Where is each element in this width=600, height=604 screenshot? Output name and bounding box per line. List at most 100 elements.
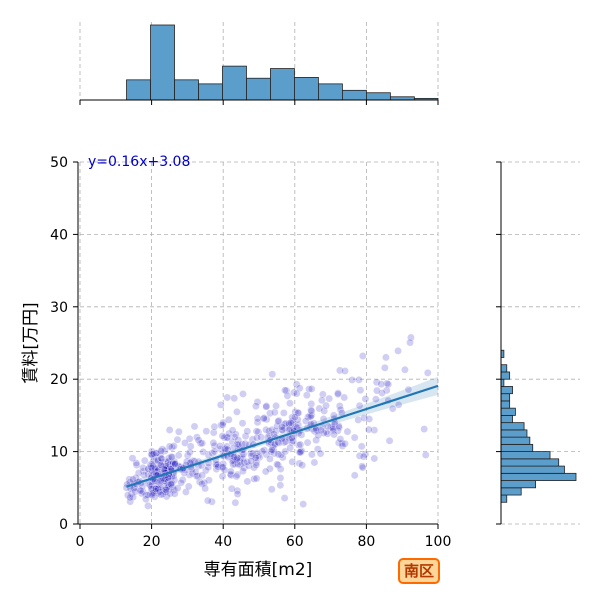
y-hist-bar bbox=[500, 422, 525, 431]
scatter-point bbox=[136, 486, 145, 495]
scatter-point bbox=[261, 467, 270, 476]
scatter-point bbox=[315, 404, 324, 413]
scatter-point bbox=[128, 454, 137, 463]
scatter-point bbox=[194, 436, 203, 445]
scatter-point bbox=[161, 488, 170, 497]
x-hist-bar bbox=[365, 92, 391, 101]
scatter-point bbox=[296, 448, 305, 456]
regression-line bbox=[126, 384, 439, 488]
scatter-point bbox=[365, 415, 374, 423]
scatter-point bbox=[181, 439, 189, 447]
scatter-point bbox=[166, 480, 175, 488]
x-hist-bar bbox=[270, 68, 295, 101]
y-hist-bar bbox=[500, 386, 513, 395]
x-tick-label: 80 bbox=[357, 534, 375, 550]
scatter-point bbox=[423, 368, 432, 377]
scatter-point bbox=[279, 409, 288, 417]
scatter-point bbox=[355, 452, 364, 460]
scatter-point bbox=[148, 491, 157, 499]
scatter-point bbox=[334, 390, 342, 399]
scatter-point bbox=[170, 442, 178, 450]
scatter-point bbox=[250, 463, 258, 472]
scatter-point bbox=[372, 395, 380, 404]
x-hist-bar bbox=[294, 77, 319, 101]
scatter-point bbox=[134, 469, 143, 477]
x-tick-label: 60 bbox=[286, 534, 304, 550]
scatter-point bbox=[252, 402, 260, 410]
scatter-point bbox=[226, 470, 235, 479]
scatter-point bbox=[322, 401, 330, 410]
scatter-point bbox=[308, 450, 316, 459]
scatter-point bbox=[165, 442, 174, 451]
scatter-point bbox=[198, 480, 206, 488]
scatter-point bbox=[228, 426, 237, 435]
scatter-point bbox=[343, 427, 352, 436]
scatter-point bbox=[151, 485, 160, 493]
y-hist-bar bbox=[500, 364, 508, 373]
scatter-point bbox=[292, 389, 301, 398]
scatter-point bbox=[274, 450, 283, 459]
scatter-point bbox=[239, 450, 248, 459]
scatter-point bbox=[239, 467, 247, 476]
x-hist-bar bbox=[150, 24, 175, 101]
x-hist-bar bbox=[198, 83, 223, 101]
scatter-point bbox=[288, 458, 297, 466]
y-hist-bar bbox=[500, 371, 511, 380]
y-tick-label: 30 bbox=[50, 300, 68, 316]
scatter-point bbox=[231, 430, 240, 439]
scatter-point bbox=[361, 395, 370, 403]
scatter-point bbox=[299, 500, 308, 508]
x-hist-bar bbox=[174, 79, 199, 101]
scatter-point bbox=[388, 404, 397, 413]
scatter-point bbox=[233, 490, 242, 498]
scatter-point bbox=[230, 394, 239, 403]
x-hist-bar bbox=[342, 89, 367, 101]
scatter-point bbox=[216, 401, 225, 409]
scatter-point bbox=[209, 428, 218, 437]
scatter-point bbox=[266, 409, 274, 418]
scatter-point bbox=[205, 476, 213, 485]
district-badge: 南区 bbox=[398, 558, 440, 584]
scatter-point bbox=[370, 426, 379, 434]
x-hist-bar bbox=[126, 79, 151, 101]
scatter-point bbox=[167, 452, 176, 461]
scatter-point bbox=[336, 435, 345, 443]
scatter-point bbox=[233, 460, 242, 469]
scatter-point bbox=[165, 426, 174, 434]
scatter-point bbox=[222, 442, 231, 451]
labels: y=0.16x+3.08 専有面積[m2] 賃料[万円] bbox=[21, 154, 312, 580]
y-hist-bar bbox=[500, 480, 537, 489]
y-hist-bar bbox=[500, 494, 508, 503]
x-hist-bar bbox=[318, 83, 343, 101]
scatter-point bbox=[290, 413, 299, 422]
scatter-point bbox=[238, 419, 247, 428]
scatter-point bbox=[161, 485, 170, 494]
scatter-point bbox=[340, 393, 349, 402]
y-hist-bar bbox=[500, 451, 551, 460]
scatter-point bbox=[220, 466, 229, 474]
scatter-point bbox=[257, 433, 265, 442]
y-tick-label: 0 bbox=[59, 517, 68, 533]
scatter-point bbox=[185, 448, 194, 457]
y-hist-bar bbox=[500, 443, 534, 452]
scatter-point bbox=[355, 401, 364, 410]
scatter-point bbox=[276, 474, 285, 482]
scatter-point bbox=[250, 475, 258, 483]
x-tick-label: 40 bbox=[214, 534, 232, 550]
scatter-point bbox=[338, 442, 347, 450]
scatter-point bbox=[406, 338, 414, 347]
x-hist-bar bbox=[246, 77, 271, 101]
scatter-point bbox=[356, 386, 365, 395]
y-hist-bar bbox=[500, 487, 522, 496]
scatter-point bbox=[253, 414, 262, 423]
scatter-point bbox=[280, 494, 289, 502]
scatter-point bbox=[317, 426, 325, 435]
scatter-point bbox=[149, 461, 157, 470]
y-hist-bar bbox=[500, 400, 511, 409]
scatter-point bbox=[318, 396, 326, 405]
scatter-point bbox=[274, 461, 283, 469]
scatter-point bbox=[348, 376, 356, 384]
y-tick-label: 50 bbox=[50, 155, 68, 171]
regression-equation: y=0.16x+3.08 bbox=[88, 154, 190, 170]
